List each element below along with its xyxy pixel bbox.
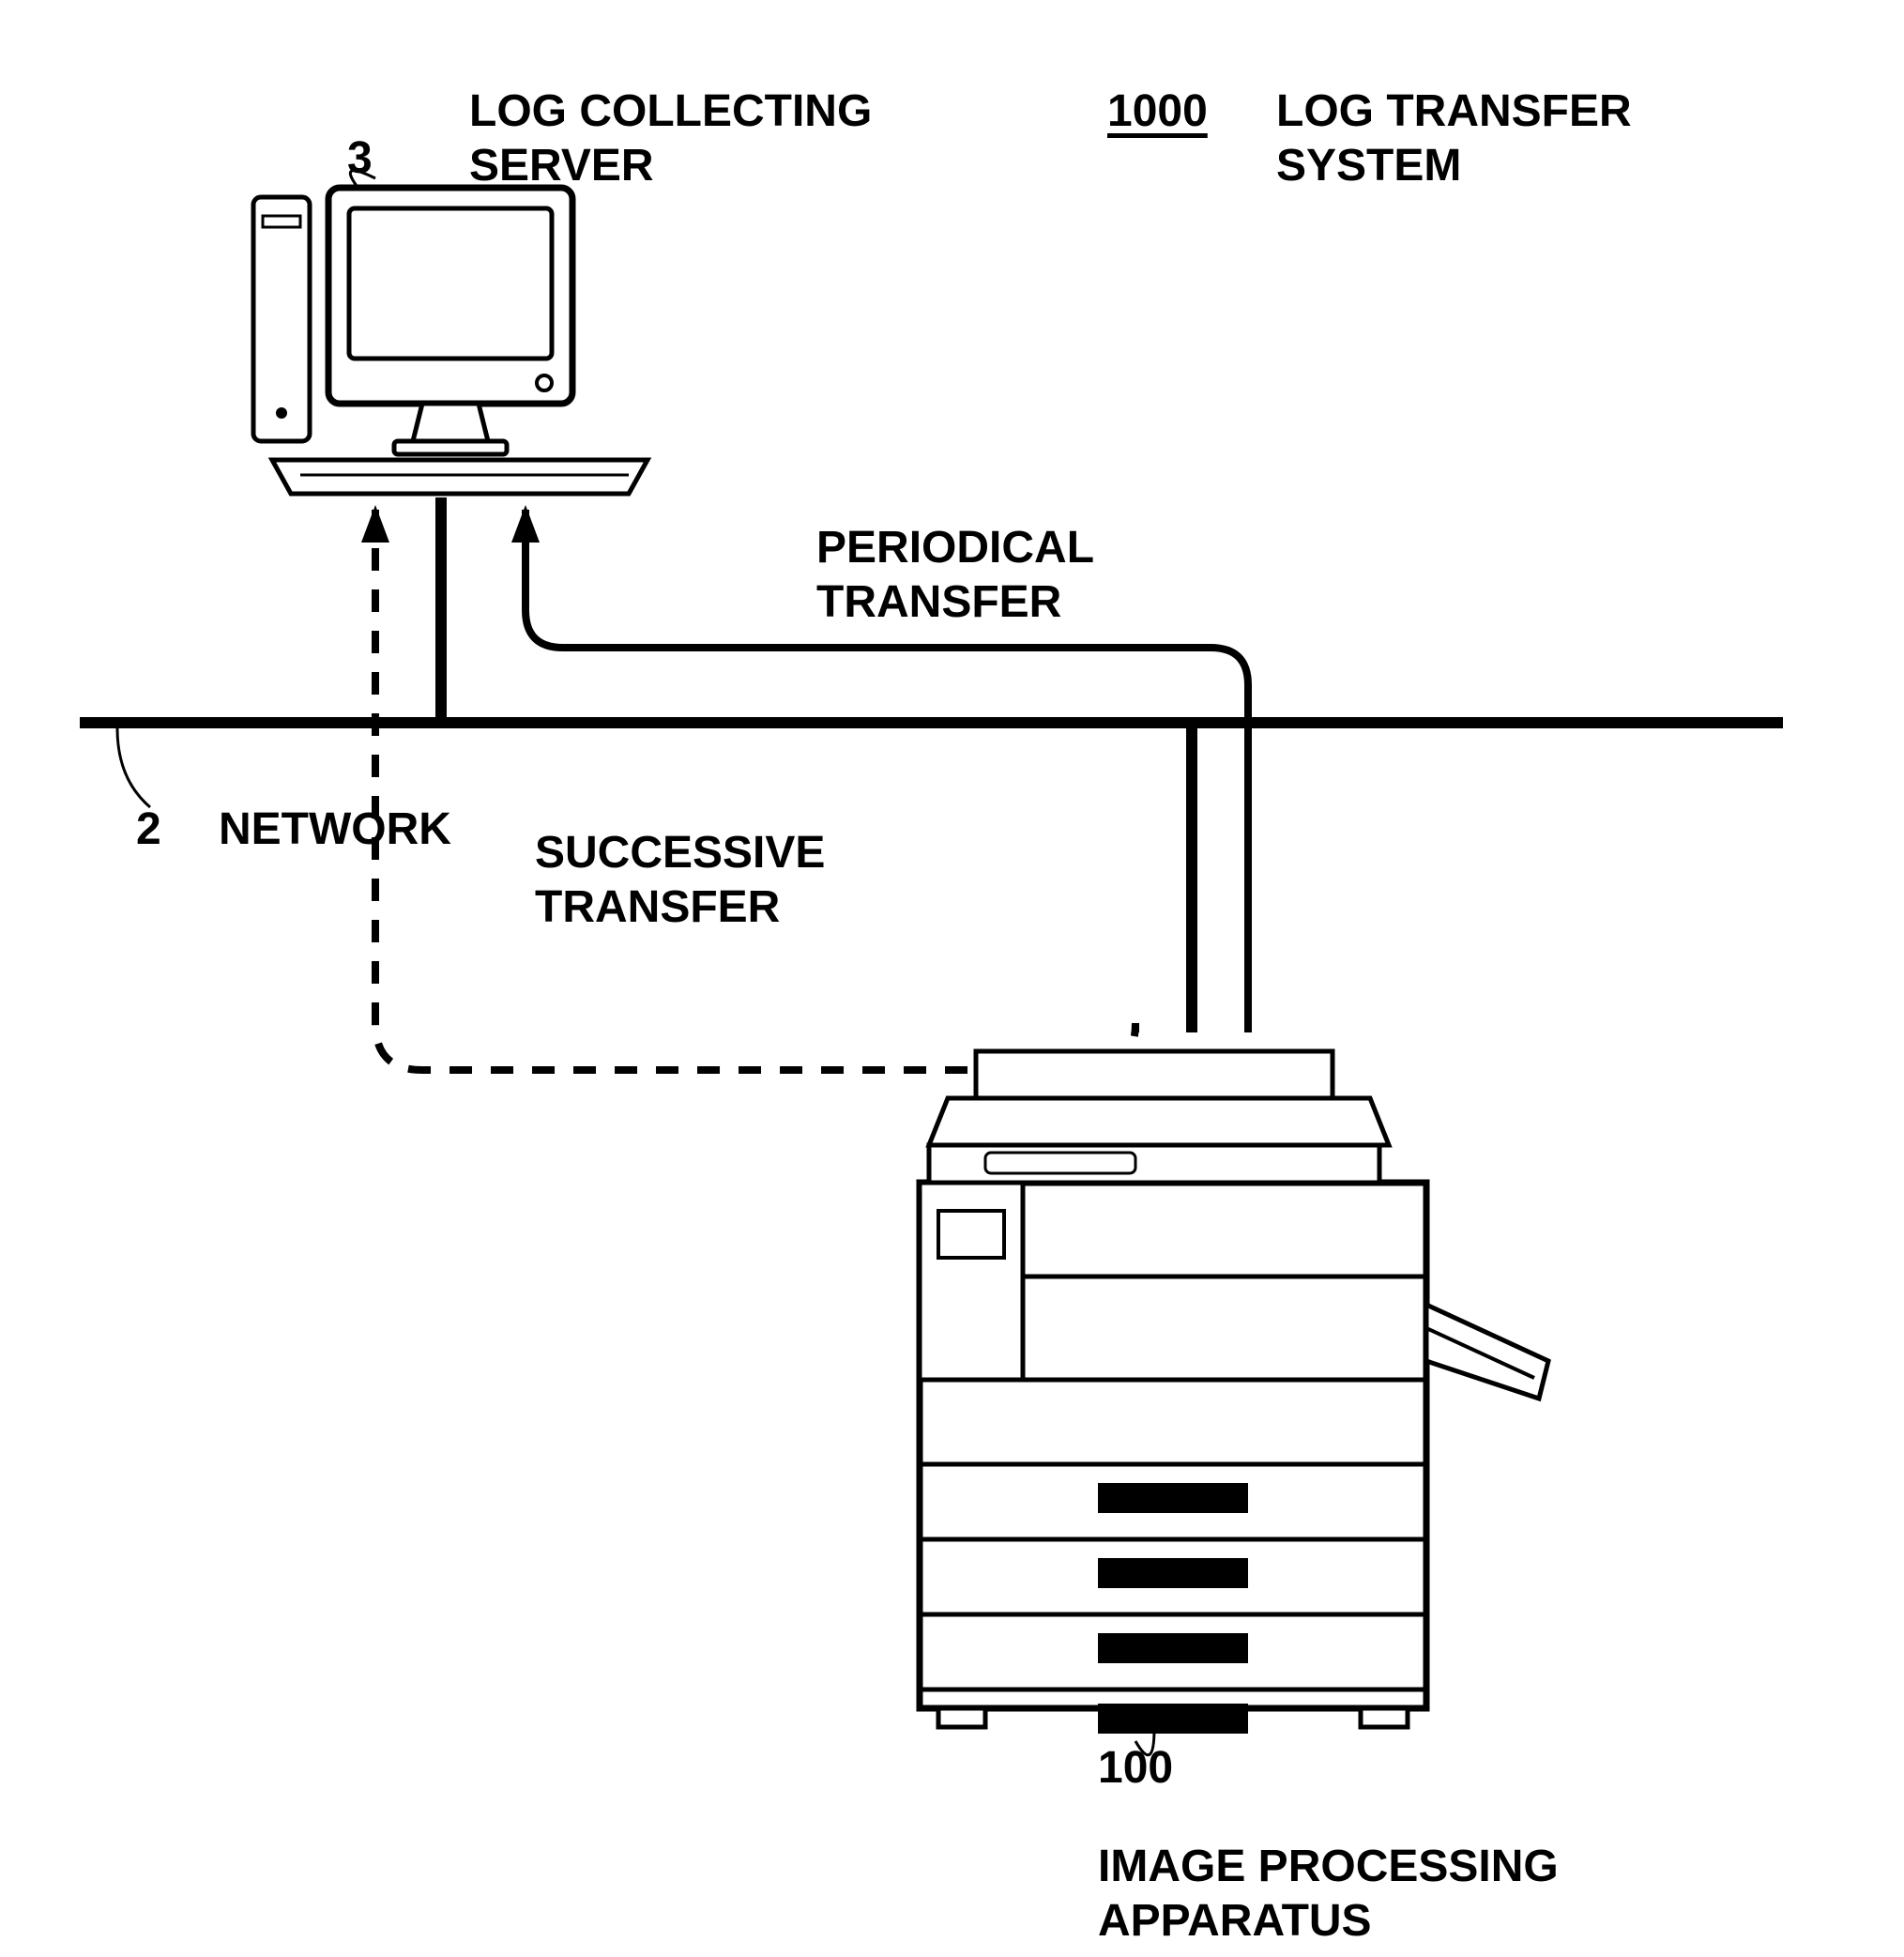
periodical-label: PERIODICAL TRANSFER <box>816 521 1094 629</box>
network-label: NETWORK <box>219 803 451 857</box>
title-number: 1000 <box>1107 84 1208 139</box>
network-number: 2 <box>136 803 161 857</box>
successive-label: SUCCESSIVE TRANSFER <box>535 826 825 934</box>
printer-label: IMAGE PROCESSING APPARATUS <box>1098 1840 1559 1948</box>
diagram-canvas <box>0 0 1904 1957</box>
title-text: LOG TRANSFER SYSTEM <box>1276 84 1632 192</box>
server-label: LOG COLLECTING SERVER <box>469 84 872 192</box>
server-number: 3 <box>347 131 373 186</box>
printer-number: 100 <box>1098 1741 1173 1796</box>
